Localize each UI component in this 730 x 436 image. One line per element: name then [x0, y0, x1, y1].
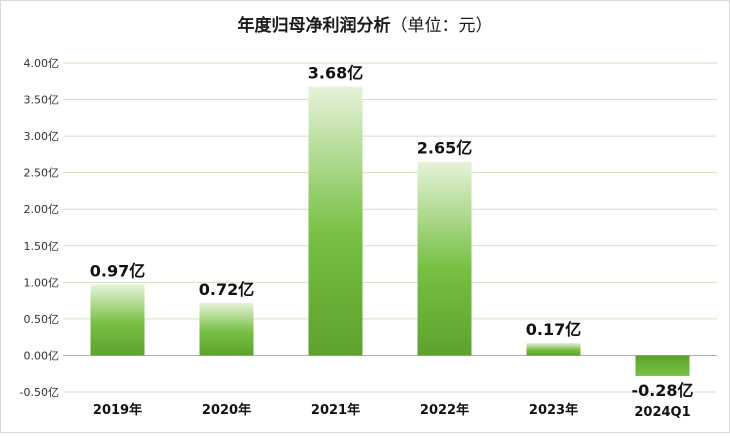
bar [526, 343, 581, 356]
chart-title-main: 年度归母净利润分析 [238, 15, 391, 36]
y-tick-label: 0.50亿 [24, 313, 60, 326]
data-label: 0.17亿 [526, 320, 581, 339]
x-category-label: 2019年 [93, 402, 142, 418]
y-tick-label: 2.00亿 [24, 203, 60, 216]
y-tick-label: 0.00亿 [24, 349, 60, 362]
x-category-label: 2020年 [202, 402, 251, 418]
data-label: 3.68亿 [308, 63, 363, 82]
x-category-label: 2022年 [420, 402, 469, 418]
y-tick-label: 1.00亿 [24, 276, 60, 289]
bars [90, 86, 690, 376]
x-category-label: 2024Q1 [634, 405, 690, 420]
y-tick-label: 3.50亿 [24, 94, 60, 107]
y-tick-label: 4.00亿 [24, 57, 60, 70]
data-labels: 0.97亿 0.72亿 3.68亿 2.65亿 0.17亿 -0.28亿 [90, 63, 694, 400]
y-tick-label: 1.50亿 [24, 240, 60, 253]
bar [417, 161, 472, 356]
x-axis-categories: 2019年 2020年 2021年 2022年 2023年 2024Q1 [93, 402, 691, 420]
gridlines [63, 62, 717, 393]
bar [90, 284, 145, 356]
bar [308, 86, 363, 356]
chart-title: 年度归母净利润分析（单位：元） [238, 15, 493, 36]
bar [199, 302, 254, 356]
y-tick-label: 2.50亿 [24, 167, 60, 180]
y-tick-label: 3.00亿 [24, 130, 60, 143]
bar [635, 355, 690, 376]
chart-title-unit: （单位：元） [391, 16, 493, 36]
data-label: 0.97亿 [90, 262, 145, 281]
data-label: 2.65亿 [417, 139, 472, 158]
y-tick-label: -0.50亿 [20, 386, 59, 399]
y-axis-ticks: -0.50亿 0.00亿 0.50亿 1.00亿 1.50亿 2.00亿 2.50亿 3.00… [20, 57, 59, 399]
x-category-label: 2021年 [311, 402, 360, 418]
data-label: -0.28亿 [631, 381, 693, 400]
x-category-label: 2023年 [529, 402, 578, 418]
data-label: 0.72亿 [199, 280, 254, 299]
